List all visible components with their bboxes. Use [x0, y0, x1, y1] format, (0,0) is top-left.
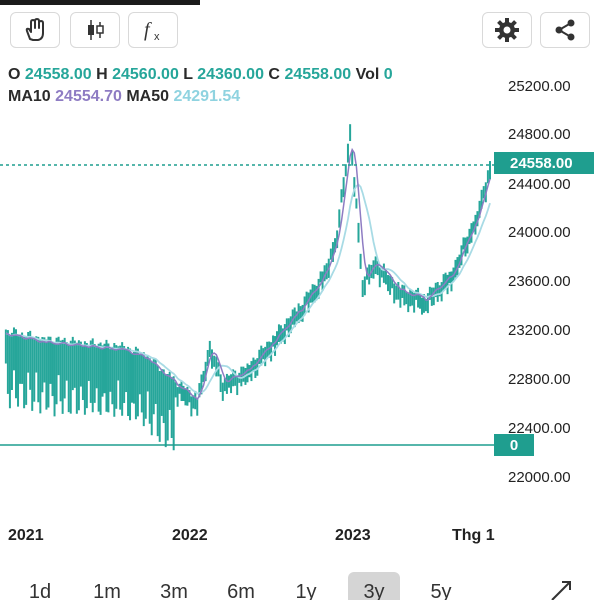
chart-type-button[interactable]	[70, 12, 120, 48]
timeframe-1m[interactable]: 1m	[93, 580, 121, 600]
time-label: 2021	[8, 527, 44, 544]
ma-row: MA10 24554.70 MA50 24291.54	[8, 86, 393, 108]
open-value: 24558.00	[24, 66, 92, 83]
price-tick: 22800.00	[508, 371, 571, 388]
volume-label: Vol	[355, 66, 380, 83]
function-fx-icon: f x	[144, 19, 160, 43]
price-tick: 25200.00	[508, 78, 571, 95]
indicators-button[interactable]: f x	[128, 12, 178, 48]
expand-icon	[551, 581, 571, 600]
candlestick-icon	[88, 20, 104, 40]
share-button[interactable]	[540, 12, 590, 48]
time-label: 2022	[172, 527, 208, 544]
timeframe-1y[interactable]: 1y	[295, 580, 317, 600]
volume-value: 0	[383, 66, 393, 83]
draw-tool-button[interactable]	[10, 12, 60, 48]
ma50-label: MA50	[126, 88, 170, 105]
open-label: O	[8, 66, 21, 83]
price-tick: 23600.00	[508, 273, 571, 290]
timeframe-6m[interactable]: 6m	[227, 580, 255, 600]
timeframe-3m[interactable]: 3m	[160, 580, 188, 600]
close-value: 24558.00	[284, 66, 352, 83]
current-price-marker: 24558.00	[494, 152, 594, 174]
timeframe-1d[interactable]: 1d	[28, 580, 52, 600]
ma10-value: 24554.70	[55, 88, 122, 105]
high-label: H	[96, 66, 108, 83]
price-tick: 23200.00	[508, 322, 571, 339]
gear-icon	[495, 18, 519, 42]
price-tick: 24400.00	[508, 176, 571, 193]
ma10-label: MA10	[8, 88, 51, 105]
price-tick: 24800.00	[508, 126, 571, 143]
time-label: 2023	[335, 527, 371, 544]
time-label: Thg 1	[452, 527, 495, 544]
volume-zero-marker: 0	[494, 434, 534, 456]
fullscreen-button[interactable]	[540, 574, 580, 600]
low-label: L	[183, 66, 193, 83]
ohlc-row: O 24558.00 H 24560.00 L 24360.00 C 24558…	[8, 64, 393, 86]
share-icon	[555, 19, 575, 41]
hand-pointer-icon	[25, 18, 44, 41]
price-tick: 22400.00	[508, 420, 571, 437]
ma10-line	[5, 147, 491, 401]
svg-text:f: f	[144, 19, 152, 41]
timeframe-5y[interactable]: 5y	[430, 580, 452, 600]
ma50-value: 24291.54	[173, 88, 241, 105]
svg-text:x: x	[154, 31, 160, 43]
low-value: 24360.00	[197, 66, 264, 83]
top-status-bar	[0, 0, 200, 5]
timeframe-3y[interactable]: 3y	[348, 572, 400, 600]
ohlc-legend: O 24558.00 H 24560.00 L 24360.00 C 24558…	[8, 64, 393, 108]
ma50-line	[5, 183, 491, 395]
settings-button[interactable]	[482, 12, 532, 48]
high-value: 24560.00	[112, 66, 179, 83]
close-label: C	[268, 66, 280, 83]
price-tick: 22000.00	[508, 469, 571, 486]
price-tick: 24000.00	[508, 224, 571, 241]
